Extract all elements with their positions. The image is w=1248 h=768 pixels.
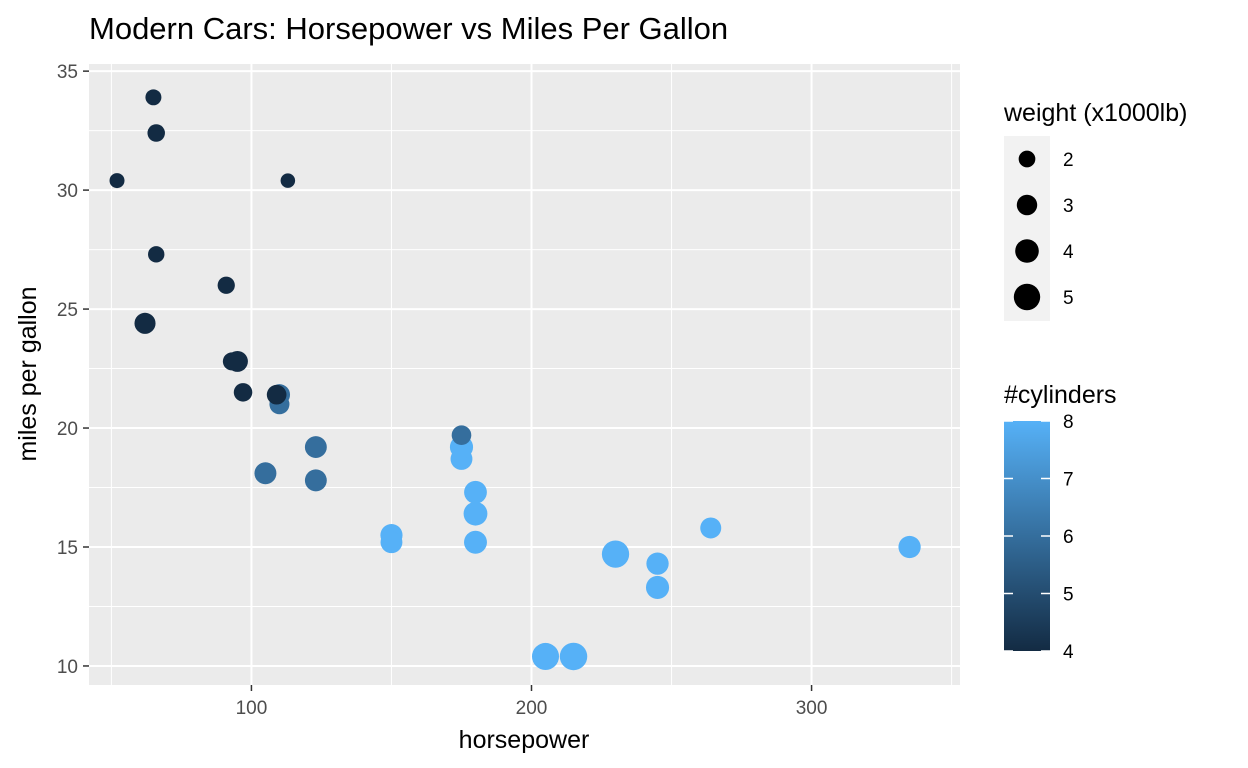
- x-tick-label: 100: [236, 698, 268, 719]
- y-tick-label: 20: [57, 419, 78, 440]
- grid-major: [89, 64, 960, 685]
- data-point: [601, 540, 630, 568]
- x-tick-label: 200: [516, 698, 548, 719]
- data-point: [266, 384, 287, 405]
- y-axis-title: miles per gallon: [14, 286, 42, 461]
- data-point: [233, 383, 253, 402]
- color-legend-title: #cylinders: [1004, 381, 1117, 409]
- data-points: [109, 89, 921, 671]
- size-legend-key: [1013, 283, 1041, 311]
- data-point: [217, 276, 235, 294]
- color-legend-label: 7: [1063, 470, 1074, 491]
- size-legend-label: 3: [1063, 196, 1074, 217]
- data-point: [559, 642, 588, 671]
- y-axis: 10 15 20 25 30 35: [57, 62, 89, 678]
- data-point: [254, 462, 277, 485]
- size-legend-key: [1015, 239, 1039, 263]
- data-point: [280, 173, 296, 188]
- color-legend: #cylinders 4 5 6 7 8: [1004, 381, 1117, 663]
- size-legend-label: 4: [1063, 242, 1074, 263]
- x-axis: 100 200 300: [236, 685, 828, 719]
- data-point: [304, 469, 327, 492]
- size-legend-key: [1016, 194, 1038, 216]
- x-tick-label: 300: [796, 698, 828, 719]
- x-axis-title: horsepower: [459, 726, 590, 754]
- data-point: [226, 350, 248, 372]
- color-legend-label: 4: [1063, 642, 1074, 663]
- data-point: [304, 436, 327, 459]
- data-point: [531, 642, 560, 670]
- y-tick-label: 35: [57, 62, 78, 83]
- data-point: [464, 480, 487, 504]
- size-legend-label: 5: [1063, 288, 1074, 309]
- data-point: [380, 531, 403, 554]
- data-point: [145, 89, 162, 106]
- data-point: [646, 552, 669, 575]
- data-point: [645, 575, 670, 600]
- color-legend-label: 5: [1063, 585, 1074, 606]
- y-tick-label: 10: [57, 657, 78, 678]
- data-point: [700, 517, 722, 539]
- plot-panel: [89, 64, 960, 685]
- data-point: [463, 501, 488, 526]
- data-point: [464, 530, 487, 554]
- color-legend-label: 8: [1063, 412, 1074, 433]
- data-point: [147, 124, 165, 142]
- chart-title: Modern Cars: Horsepower vs Miles Per Gal…: [89, 11, 728, 46]
- data-point: [148, 246, 165, 263]
- data-point: [134, 312, 156, 334]
- data-point: [451, 425, 472, 445]
- size-legend-title: weight (x1000lb): [1003, 99, 1187, 127]
- y-tick-label: 15: [57, 538, 78, 559]
- y-tick-label: 30: [57, 181, 78, 202]
- size-legend-label: 2: [1063, 150, 1074, 171]
- y-tick-label: 25: [57, 300, 78, 321]
- size-legend: weight (x1000lb) 2 3 4 5: [1003, 99, 1187, 321]
- data-point: [109, 173, 125, 189]
- size-legend-key: [1018, 150, 1036, 168]
- color-legend-label: 6: [1063, 527, 1074, 548]
- data-point: [898, 535, 921, 559]
